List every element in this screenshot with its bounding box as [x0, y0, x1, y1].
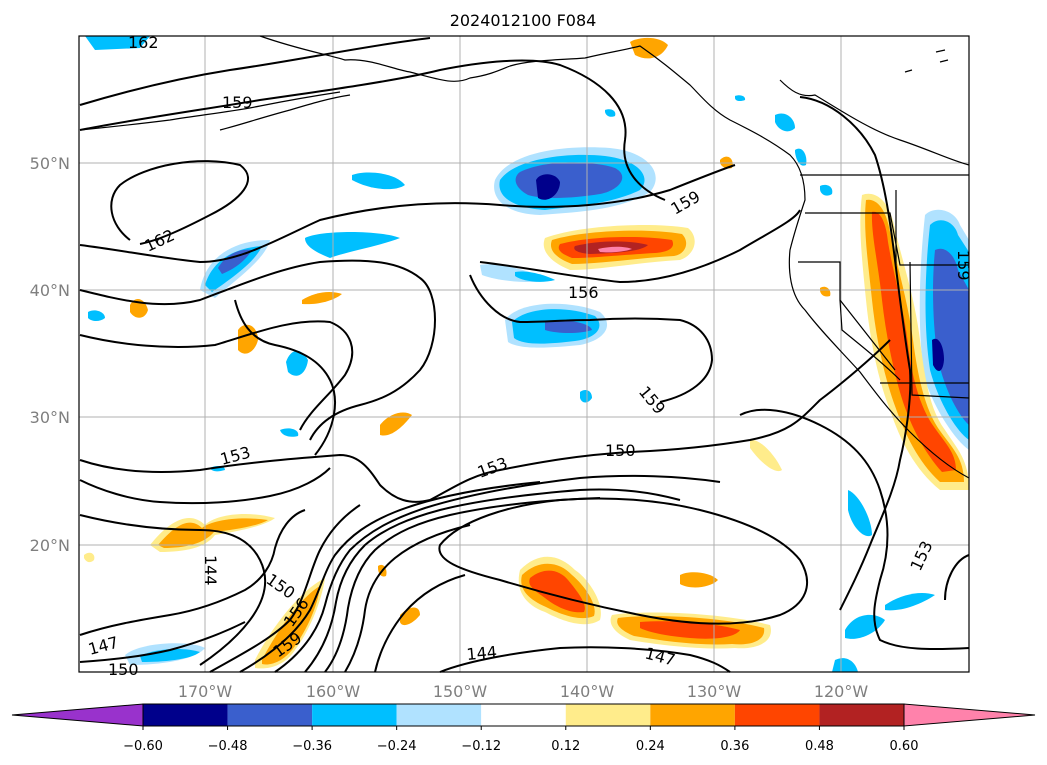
lat-label: 40°N	[30, 281, 70, 300]
contour-label: 156	[568, 283, 599, 302]
lon-label: 170°W	[178, 682, 233, 701]
contour-label: 150	[605, 441, 636, 460]
colorbar-tick-label: 0.24	[636, 739, 665, 754]
colorbar-segment	[481, 704, 566, 726]
colorbar-tick-label: 0.48	[805, 739, 834, 754]
coastlines	[79, 35, 970, 479]
colorbar-segment	[143, 704, 228, 726]
longitude-labels: 170°W 160°W 150°W 140°W 130°W 120°W	[178, 682, 869, 701]
colorbar: −0.60 −0.48 −0.36 −0.24 −0.12 0.12 0.24 0.36 0.4…	[11, 703, 1036, 754]
colorbar-extension-high	[903, 703, 1036, 727]
map-frame	[78, 35, 970, 673]
colorbar-segment	[227, 704, 313, 726]
colorbar-tick-label: 0.12	[551, 739, 580, 754]
colorbar-tick-label: 0.60	[890, 739, 919, 754]
negative-shading	[85, 36, 969, 672]
lon-label: 140°W	[560, 682, 615, 701]
lon-label: 120°W	[814, 682, 869, 701]
lon-label: 150°W	[433, 682, 488, 701]
colorbar-tick-label: 0.36	[720, 739, 749, 754]
colorbar-segment	[396, 704, 482, 726]
contour-label: 159	[222, 93, 253, 112]
contour-label: 144	[466, 642, 498, 664]
latitude-labels: 50°N 40°N 30°N 20°N	[30, 154, 70, 555]
colorbar-outline	[142, 703, 905, 727]
lon-label: 160°W	[306, 682, 361, 701]
colorbar-tick-label: −0.12	[461, 739, 501, 754]
colorbar-tick-label: −0.48	[208, 739, 248, 754]
colorbar-tick-label: −0.24	[377, 739, 417, 754]
contour-label: 150	[108, 660, 139, 679]
lat-label: 50°N	[30, 154, 70, 173]
lat-label: 30°N	[30, 408, 70, 427]
contour-label: 159	[954, 250, 973, 281]
colorbar-tick-label: −0.36	[292, 739, 332, 754]
height-contours	[79, 37, 970, 673]
colorbar-segment	[734, 704, 820, 726]
colorbar-segment	[819, 704, 904, 726]
contour-label: 162	[128, 33, 159, 52]
contour-label: 144	[201, 555, 220, 586]
colorbar-tick-label: −0.60	[123, 739, 163, 754]
lon-label: 130°W	[687, 682, 742, 701]
colorbar-extension-low	[11, 703, 144, 727]
lat-label: 20°N	[30, 536, 70, 555]
colorbar-segment	[650, 704, 735, 726]
map-panel: 162 159 162 159 156 159 153 150 153 144 …	[78, 33, 973, 679]
map-title: 2024012100 F084	[450, 11, 597, 30]
colorbar-segment	[312, 704, 397, 726]
colorbar-segment	[565, 704, 651, 726]
